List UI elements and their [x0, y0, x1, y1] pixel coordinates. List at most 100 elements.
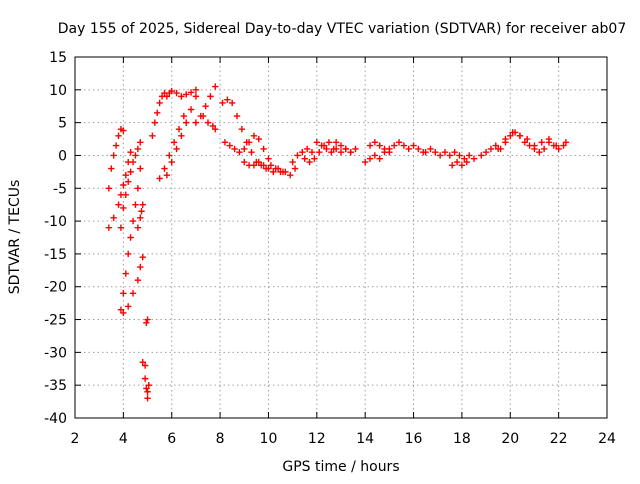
data-point	[507, 132, 514, 139]
data-point	[163, 93, 171, 100]
data-point	[207, 93, 214, 100]
data-point	[502, 135, 509, 143]
x-tick-label: 2	[71, 431, 80, 447]
series-sat-j	[163, 93, 200, 179]
data-point	[371, 152, 379, 159]
data-point	[316, 148, 323, 156]
data-point	[260, 162, 267, 169]
x-tick-label: 4	[119, 431, 128, 447]
data-point	[170, 139, 178, 146]
y-tick-label: -35	[44, 378, 67, 394]
data-point	[120, 309, 127, 317]
data-point	[465, 152, 473, 159]
data-point	[241, 145, 248, 153]
data-point	[144, 316, 151, 323]
data-point	[446, 152, 454, 159]
x-tick-label: 16	[405, 431, 423, 447]
data-point	[436, 152, 444, 159]
series-sat-d	[117, 165, 144, 313]
series-sat-e	[120, 253, 146, 317]
data-point	[161, 165, 168, 172]
axis-ticks: 2 4 6 8 10 12 14 16 18 20 22 24151050-5-10-15-20-25…	[44, 50, 616, 447]
data-point	[323, 145, 330, 153]
data-point	[294, 152, 301, 159]
data-point	[376, 155, 383, 162]
data-point	[422, 148, 429, 156]
data-point	[427, 145, 434, 153]
data-point	[531, 142, 538, 149]
data-point	[509, 129, 516, 136]
data-point	[313, 139, 321, 146]
data-point	[289, 158, 296, 166]
data-point	[173, 145, 180, 153]
data-point	[178, 93, 185, 100]
y-tick-label: -15	[44, 247, 67, 263]
y-tick-label: -5	[53, 181, 67, 197]
series-sat-t	[361, 139, 427, 166]
data-point	[347, 148, 354, 156]
y-tick-label: -10	[44, 214, 67, 230]
series-sat-s	[332, 139, 359, 156]
data-point	[516, 132, 524, 139]
series-sat-r	[301, 139, 337, 166]
series-sat-v	[422, 145, 478, 162]
y-tick-label: 5	[58, 116, 67, 132]
data-point	[494, 145, 502, 153]
data-point	[127, 234, 134, 241]
data-point	[212, 126, 219, 133]
data-point	[117, 306, 125, 313]
data-point	[279, 168, 287, 176]
data-point	[381, 145, 388, 153]
series-sat-b	[105, 148, 134, 231]
data-point	[250, 132, 258, 139]
data-point	[461, 155, 468, 162]
data-point	[105, 185, 113, 192]
x-tick-label: 6	[167, 431, 176, 447]
data-point	[482, 148, 490, 156]
data-point	[117, 224, 125, 231]
data-point	[168, 87, 175, 95]
data-point	[311, 155, 318, 162]
data-point	[127, 168, 134, 176]
data-point	[361, 158, 369, 166]
data-point	[173, 89, 180, 97]
data-point	[386, 148, 393, 156]
data-point	[265, 165, 272, 172]
data-point	[487, 145, 495, 153]
data-point	[183, 119, 190, 126]
data-point	[441, 148, 449, 156]
series-sat-p	[241, 158, 287, 176]
data-point	[138, 208, 145, 215]
data-point	[120, 181, 127, 189]
data-point	[224, 96, 231, 103]
data-point	[149, 132, 156, 139]
data-point	[524, 135, 531, 143]
data-point	[221, 139, 229, 146]
data-point	[536, 148, 543, 156]
y-tick-label: -40	[44, 411, 67, 427]
data-point	[139, 201, 146, 208]
data-point	[325, 139, 333, 146]
data-point	[330, 145, 337, 153]
data-point	[209, 122, 217, 130]
y-axis-label: SDTVAR / TECUs	[7, 180, 23, 295]
data-point	[306, 158, 313, 166]
data-point	[219, 99, 226, 107]
series-sat-u	[366, 139, 393, 156]
data-point	[538, 139, 545, 146]
data-point	[337, 142, 345, 149]
data-point	[250, 162, 258, 169]
data-point	[337, 148, 345, 156]
series-sat-m	[199, 112, 219, 133]
data-point	[137, 165, 144, 172]
data-point	[270, 168, 277, 176]
series-sat-y	[494, 129, 570, 153]
data-point	[139, 359, 146, 366]
data-point	[342, 145, 350, 153]
data-point	[540, 145, 548, 153]
data-point	[260, 145, 267, 153]
x-tick-label: 20	[501, 431, 519, 447]
data-point	[192, 119, 200, 126]
data-point	[129, 290, 137, 297]
